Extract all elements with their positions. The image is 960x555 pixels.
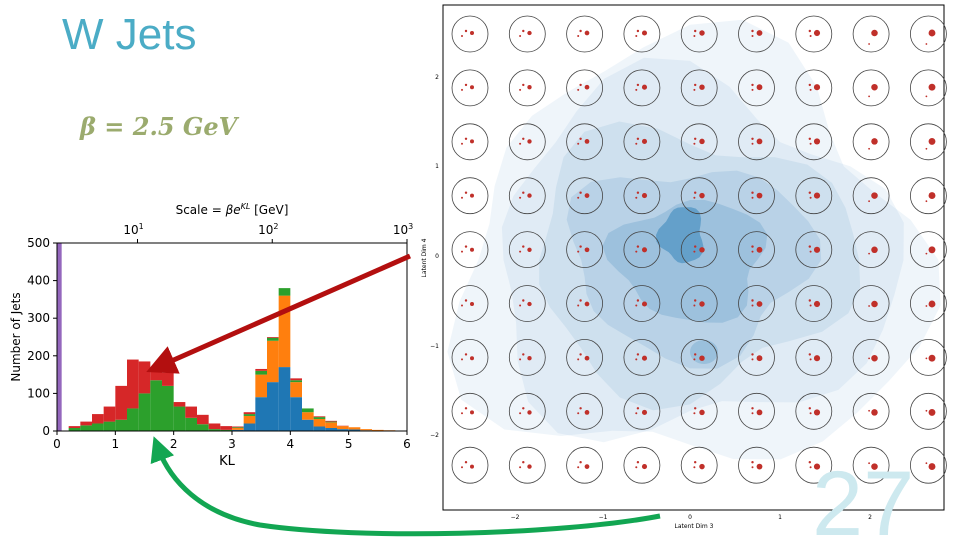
- red-arrow: [160, 256, 410, 366]
- green-curved-arrow: [158, 448, 660, 534]
- slide-number: 27: [812, 458, 914, 550]
